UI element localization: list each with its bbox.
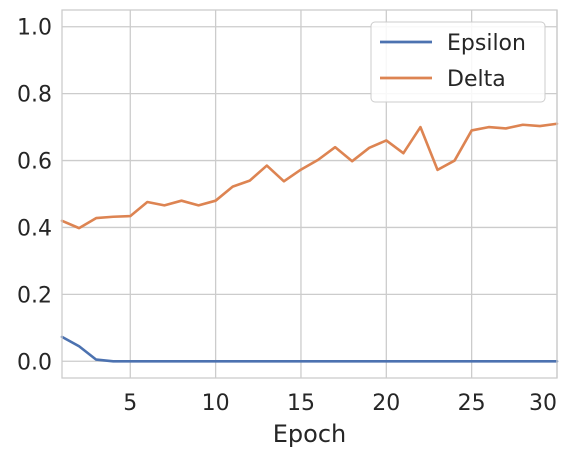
y-tick-labels: 0.0 0.2 0.4 0.6 0.8 1.0 bbox=[17, 16, 52, 376]
y-tick-label: 0.8 bbox=[17, 83, 52, 108]
x-axis-title: Epoch bbox=[273, 420, 347, 448]
legend: Epsilon Delta bbox=[370, 21, 546, 103]
x-tick-labels: 5 10 15 20 25 30 bbox=[123, 391, 557, 416]
plot-frame bbox=[61, 9, 558, 379]
x-tick-label: 30 bbox=[529, 391, 557, 416]
series-lines bbox=[60, 122, 559, 363]
y-tick-label: 0.2 bbox=[17, 283, 52, 308]
legend-label-epsilon: Epsilon bbox=[447, 31, 526, 56]
series-line-delta bbox=[60, 122, 559, 230]
x-tick-label: 15 bbox=[287, 391, 315, 416]
y-tick-label: 0.6 bbox=[17, 150, 52, 175]
x-tick-label: 20 bbox=[372, 391, 400, 416]
series-line-epsilon bbox=[60, 335, 559, 363]
x-tick-label: 5 bbox=[123, 391, 137, 416]
x-tick-label: 10 bbox=[202, 391, 230, 416]
y-tick-label: 0.4 bbox=[17, 216, 52, 241]
y-tick-label: 1.0 bbox=[17, 16, 52, 41]
y-tick-label: 0.0 bbox=[17, 350, 52, 375]
x-tick-label: 25 bbox=[458, 391, 486, 416]
legend-label-delta: Delta bbox=[447, 67, 506, 92]
